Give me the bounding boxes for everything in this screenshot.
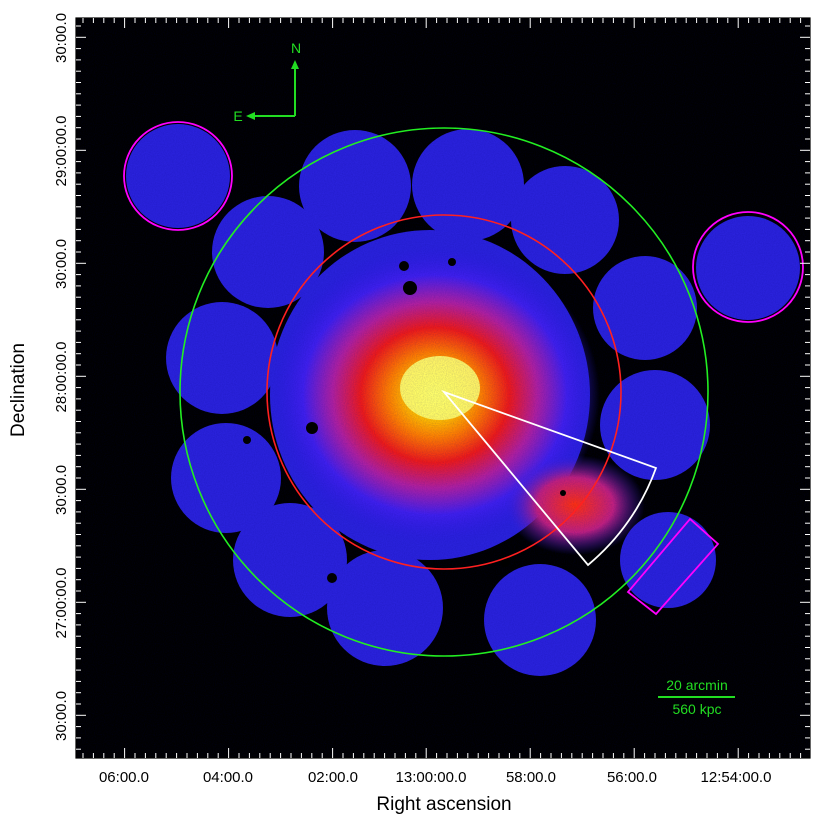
x-tick-label: 02:00.0 — [308, 769, 358, 786]
scale-bar-angular-label: 20 arcmin — [666, 677, 727, 693]
masked-sources — [243, 258, 566, 583]
sector-region — [441, 390, 658, 567]
masked-source — [560, 490, 566, 496]
masked-source — [306, 422, 318, 434]
scale-bar-physical-label: 560 kpc — [672, 701, 721, 717]
compass — [246, 60, 299, 120]
masked-source — [243, 436, 251, 444]
inner-circle — [266, 214, 622, 570]
x-axis-title: Right ascension — [376, 794, 511, 815]
masked-source — [327, 573, 337, 583]
north-arrowhead — [291, 60, 299, 69]
x-tick-labels: 06:00.0 04:00.0 02:00.0 13:00:00.0 58:00… — [99, 769, 771, 786]
y-tick-label: 30:00.0 — [53, 691, 70, 741]
background-region-box — [626, 517, 720, 616]
background-region-circle — [692, 211, 804, 323]
y-tick-label: 30:00.0 — [53, 465, 70, 515]
y-tick-label: 30:00.0 — [53, 13, 70, 63]
y-tick-label: 29:00:00.0 — [53, 116, 70, 187]
y-tick-labels: 30:00.0 29:00:00.0 30:00.0 28:00:00.0 30… — [53, 13, 70, 741]
outer-circle — [179, 127, 709, 657]
east-arrowhead — [246, 112, 255, 120]
masked-source — [403, 281, 417, 295]
x-tick-label: 06:00.0 — [99, 769, 149, 786]
compass-north-label: N — [291, 40, 301, 56]
masked-source — [399, 261, 409, 271]
x-tick-label: 58:00.0 — [506, 769, 556, 786]
background-region-circle — [123, 121, 233, 231]
x-tick-label: 12:54:00.0 — [701, 769, 772, 786]
axis-ticks — [76, 18, 810, 758]
x-tick-label: 13:00:00.0 — [396, 769, 467, 786]
x-tick-label: 04:00.0 — [203, 769, 253, 786]
y-tick-label: 28:00:00.0 — [53, 342, 70, 413]
masked-source — [448, 258, 456, 266]
y-tick-label: 27:00:00.0 — [53, 568, 70, 639]
noise-texture — [76, 18, 810, 758]
y-axis-title: Declination — [8, 343, 29, 437]
compass-east-label: E — [233, 108, 242, 124]
x-tick-label: 56:00.0 — [607, 769, 657, 786]
y-tick-label: 30:00.0 — [53, 239, 70, 289]
